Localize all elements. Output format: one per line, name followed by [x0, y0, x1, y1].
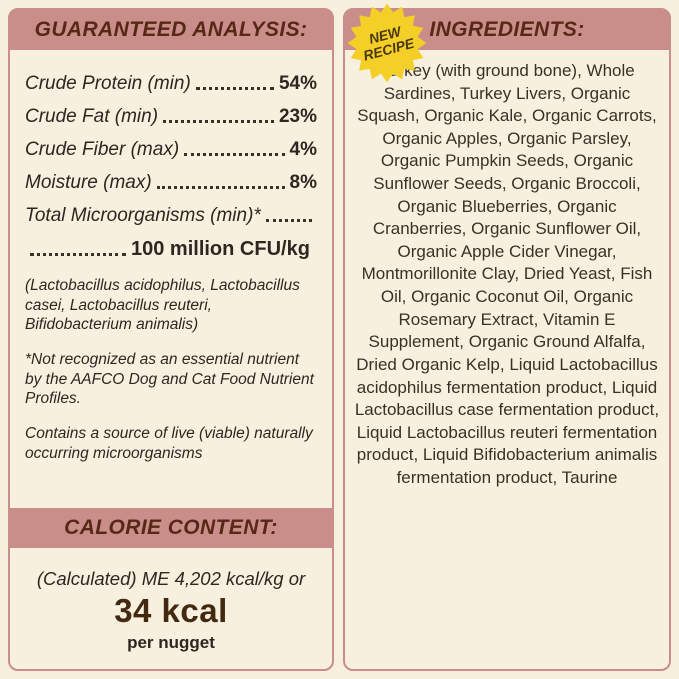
analysis-row-fat: Crude Fat (min) 23%	[25, 106, 317, 128]
analysis-label: Total Microorganisms (min)*	[25, 205, 261, 226]
analysis-label: Crude Fiber (max)	[25, 139, 180, 160]
analysis-label: Moisture (max)	[25, 172, 152, 193]
dotted-leader	[195, 87, 274, 90]
ingredients-list: Turkey (with ground bone), Whole Sardine…	[354, 61, 660, 487]
analysis-label: Crude Fat (min)	[25, 106, 159, 127]
live-microorganisms-note: Contains a source of live (viable) natur…	[25, 425, 313, 462]
ingredients-panel: NEW RECIPE INGREDIENTS: Turkey (with gro…	[343, 3, 671, 671]
dotted-leader	[156, 186, 285, 189]
analysis-row-microorganisms: Total Microorganisms (min)*	[25, 205, 317, 227]
analysis-value: 8%	[289, 172, 317, 193]
analysis-value: 23%	[278, 106, 317, 127]
calorie-content-body: (Calculated) ME 4,202 kcal/kg or 34 kcal…	[10, 548, 332, 669]
kcal-unit: per nugget	[127, 633, 215, 652]
calorie-content-title: CALORIE CONTENT:	[64, 516, 278, 539]
analysis-row-moisture: Moisture (max) 8%	[25, 172, 317, 194]
dotted-leader	[30, 253, 126, 256]
dotted-leader	[265, 219, 312, 222]
analysis-label: Crude Protein (min)	[25, 73, 191, 94]
aafco-footnote: *Not recognized as an essential nutrient…	[25, 351, 314, 408]
guaranteed-analysis-body: Crude Protein (min) 54% Crude Fat (min) …	[10, 50, 332, 469]
starburst-shape	[347, 3, 427, 83]
guaranteed-analysis-panel: GUARANTEED ANALYSIS: Crude Protein (min)…	[8, 8, 334, 671]
analysis-row-protein: Crude Protein (min) 54%	[25, 73, 317, 95]
ingredients-title: INGREDIENTS:	[429, 18, 585, 41]
guaranteed-analysis-header: GUARANTEED ANALYSIS:	[10, 10, 332, 50]
microorganism-species-note: (Lactobacillus acidophilus, Lactobacillu…	[25, 277, 300, 334]
guaranteed-analysis-title: GUARANTEED ANALYSIS:	[34, 18, 308, 41]
dotted-leader	[163, 120, 274, 123]
kcal-value: 34 kcal	[114, 592, 228, 629]
analysis-value: 4%	[289, 139, 317, 160]
analysis-row-microorganisms-value: 100 million CFU/kg	[25, 238, 317, 261]
calorie-calc-line: (Calculated) ME 4,202 kcal/kg or	[36, 568, 306, 589]
new-recipe-badge: NEW RECIPE	[347, 3, 427, 83]
analysis-row-fiber: Crude Fiber (max) 4%	[25, 139, 317, 161]
dotted-leader	[184, 153, 285, 156]
analysis-value: 54%	[278, 73, 317, 94]
analysis-value: 100 million CFU/kg	[131, 238, 310, 260]
calorie-content-header: CALORIE CONTENT:	[10, 508, 332, 548]
